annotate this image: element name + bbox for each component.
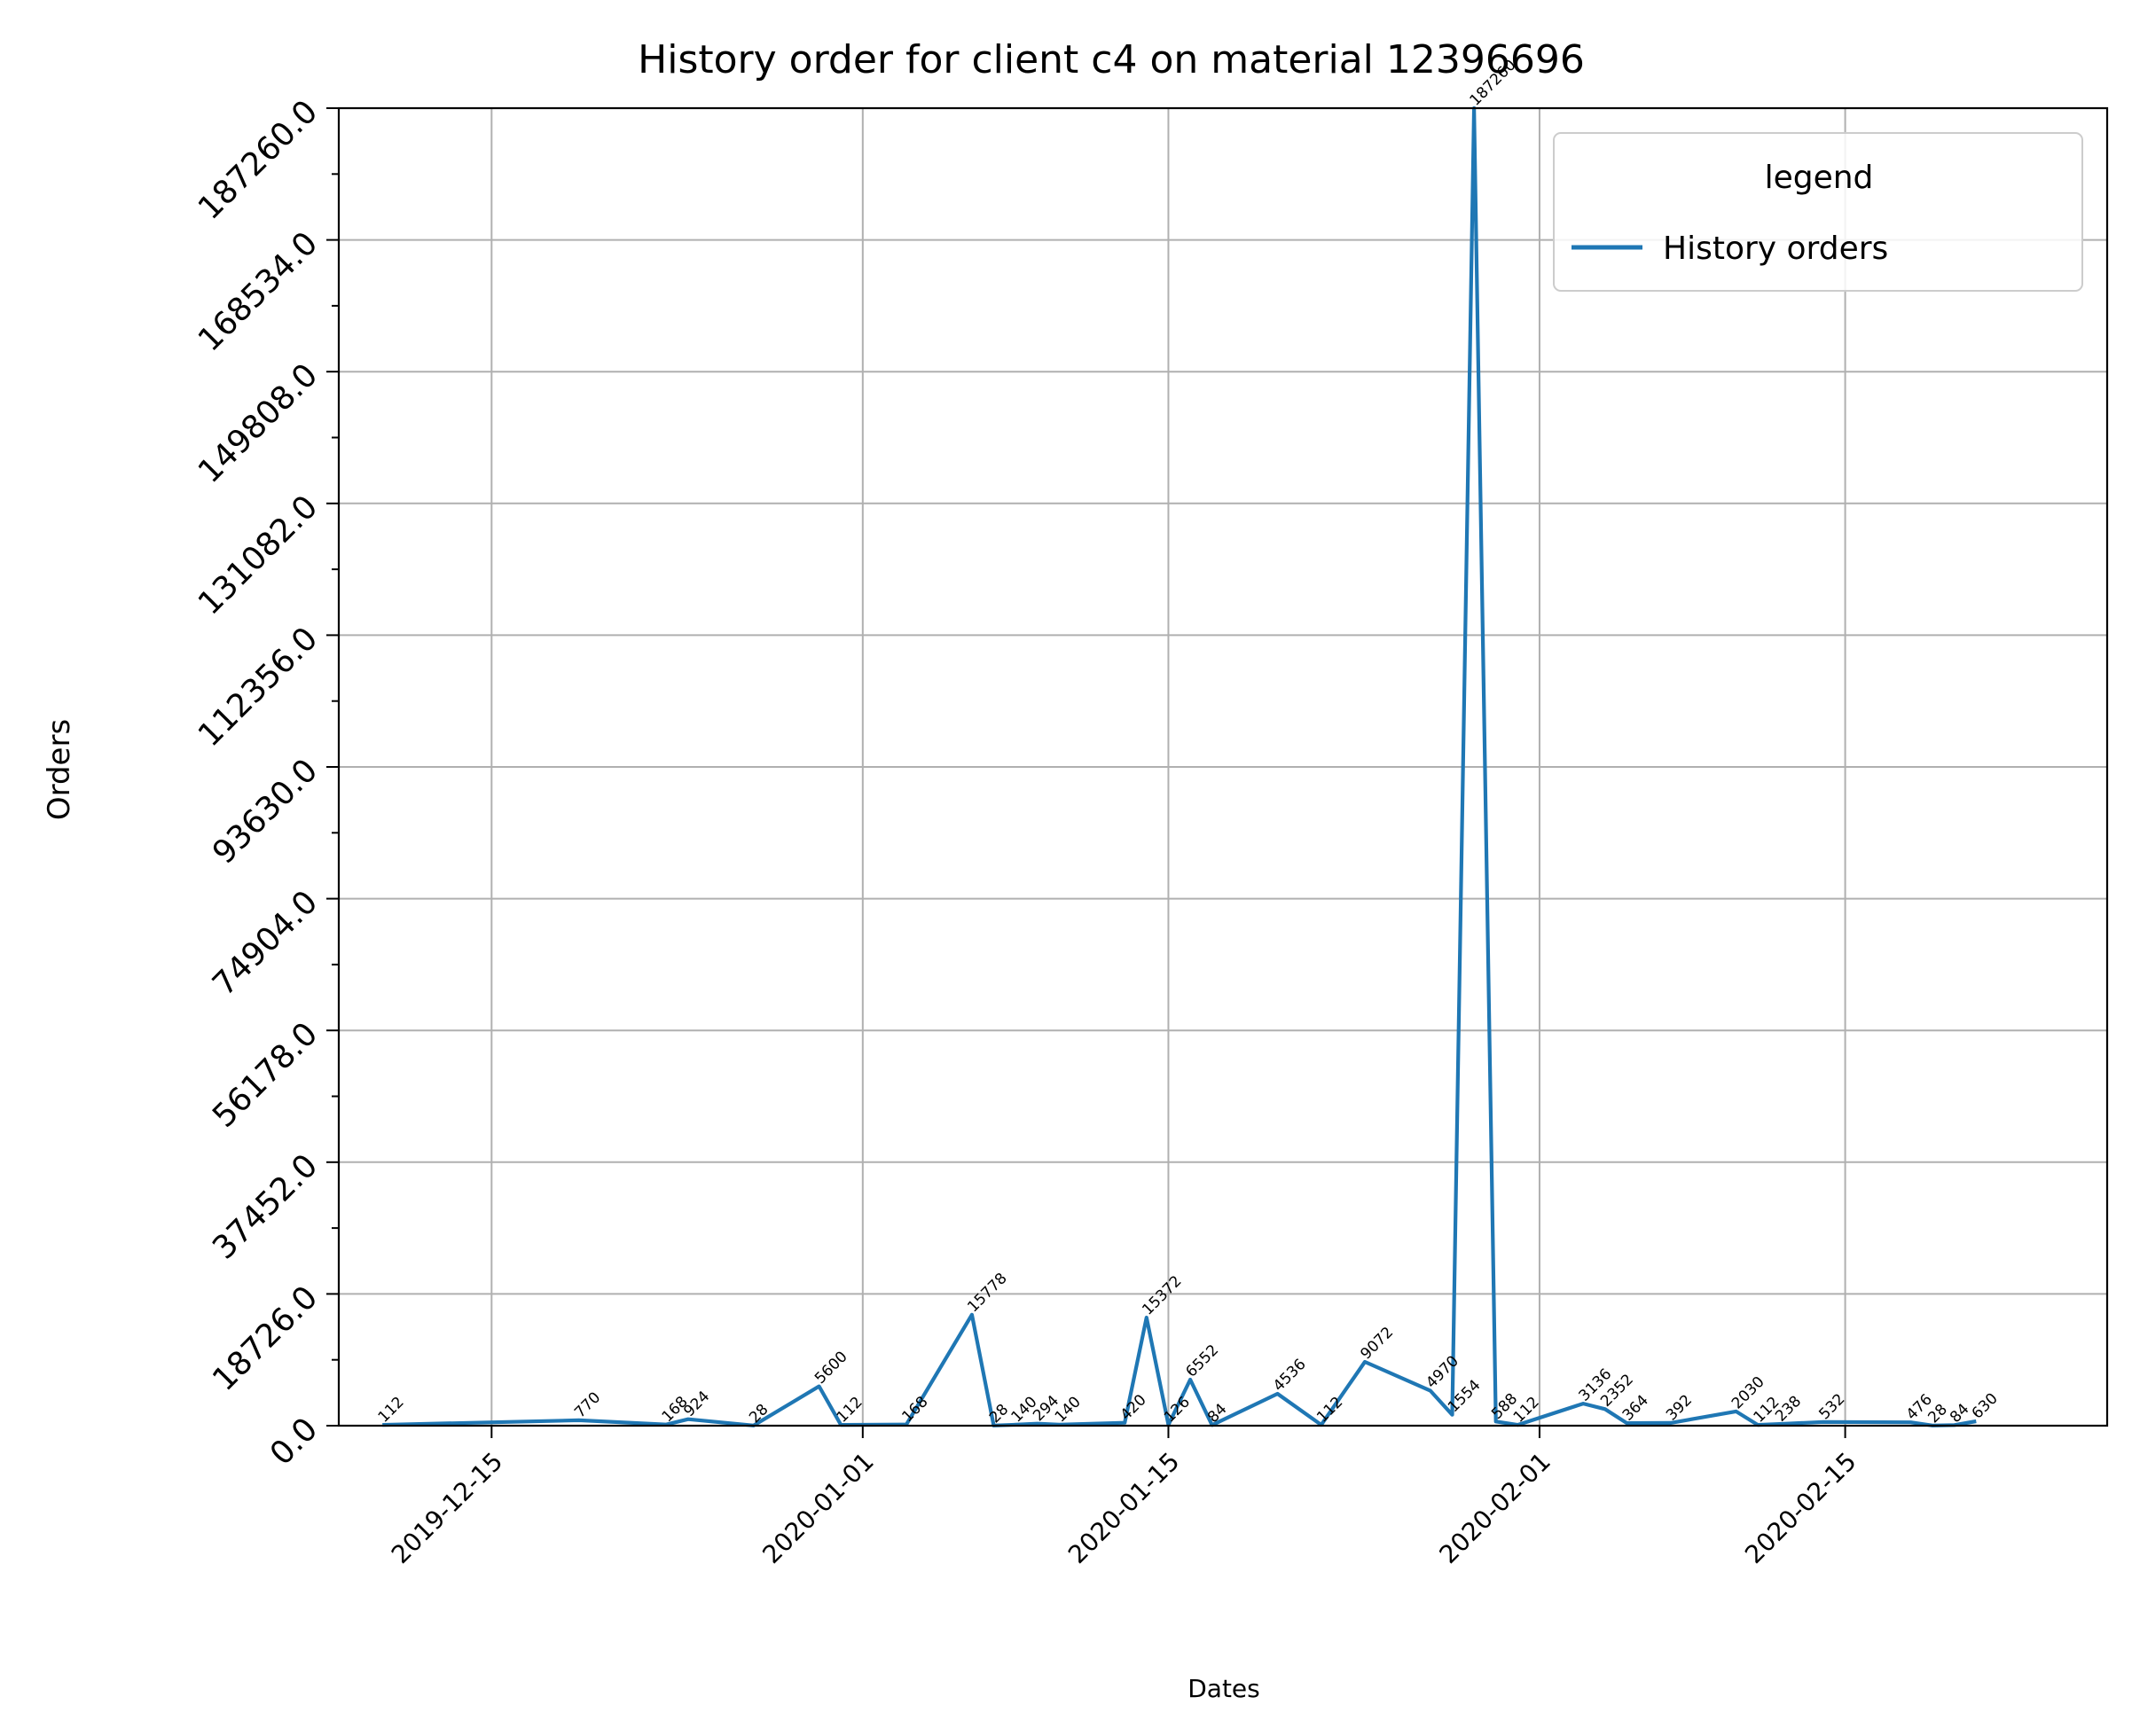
legend-entry-history-orders: History orders: [1663, 231, 1888, 267]
x-axis-label: Dates: [1187, 1674, 1260, 1703]
legend: legend History orders: [1553, 132, 2083, 292]
plot-frame: [337, 106, 2109, 1427]
legend-title: legend: [1765, 160, 1874, 196]
chart-title: History order for client c4 on material …: [638, 37, 1585, 82]
y-axis-label: Orders: [42, 719, 77, 820]
legend-box: [1553, 132, 2083, 292]
